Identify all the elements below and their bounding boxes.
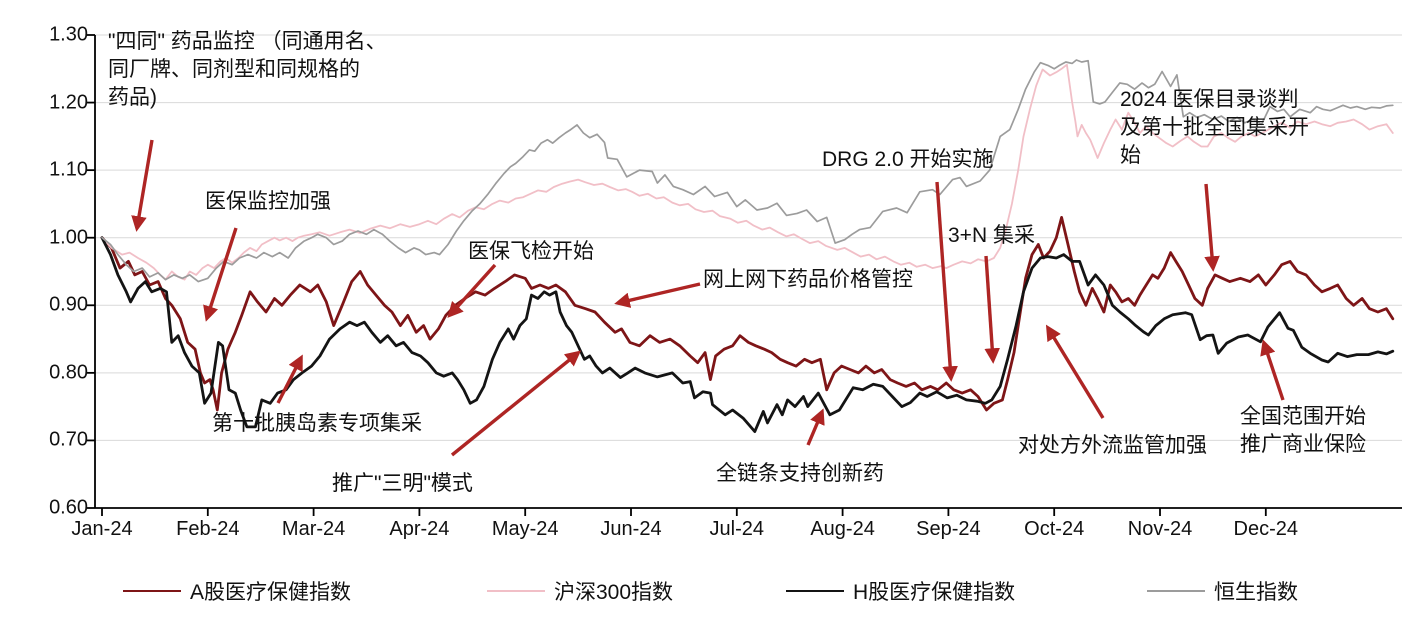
x-tick-label: Jul-24 <box>709 518 765 540</box>
x-tick-label: May-24 <box>491 518 559 540</box>
y-tick-label: 1.20 <box>49 91 88 114</box>
annotation-sanming: 推广"三明"模式 <box>332 472 473 495</box>
legend-label: H股医疗保健指数 <box>853 581 1016 604</box>
x-tick-label: Dec-24 <box>1233 518 1299 540</box>
y-tick-label: 0.70 <box>49 428 88 451</box>
annotation-chufang: 对处方外流监管加强 <box>1018 434 1207 457</box>
x-tick-label: Oct-24 <box>1024 518 1085 540</box>
y-tick-label: 0.60 <box>49 496 88 519</box>
annotation-quanliantiao: 全链条支持创新药 <box>716 462 884 485</box>
series-line-A股医疗保健指数 <box>100 215 1395 412</box>
annotation-wangshang: 网上网下药品价格管控 <box>703 268 913 291</box>
annotation-feijian: 医保飞检开始 <box>468 240 594 263</box>
x-tick-label: Nov-24 <box>1127 518 1193 540</box>
hang-seng-line-swatch <box>1147 590 1205 592</box>
y-tick-label: 1.10 <box>49 158 88 181</box>
annotation-arrow-sanming <box>450 350 582 457</box>
legend-label: 恒生指数 <box>1214 581 1298 604</box>
annotation-quanguo: 全国范围开始 推广商业保险 <box>1240 405 1366 456</box>
a-share-healthcare-line-swatch <box>123 589 181 593</box>
legend-item-hang-seng: 恒生指数 <box>1147 576 1298 606</box>
legend-label: A股医疗保健指数 <box>190 581 352 604</box>
annotation-sitong: "四同" 药品监控 （同通用名、 同厂牌、同剂型和同规格的 药品) <box>108 30 387 109</box>
annotation-arrow-quanguo <box>1260 339 1285 401</box>
legend-item-csi300: 沪深300指数 <box>487 576 673 606</box>
legend-item-a-share-healthcare: A股医疗保健指数 <box>123 576 351 606</box>
series-line-沪深300指数 <box>101 63 1394 281</box>
annotation-arrow-feijian <box>447 263 497 318</box>
x-tick-label: Apr-24 <box>389 518 450 540</box>
annotation-arrow-sanjiaN <box>984 255 1001 364</box>
annotation-arrow-drg <box>935 181 958 382</box>
x-tick-label: Jan-24 <box>71 518 133 540</box>
legend-label: 沪深300指数 <box>554 581 674 604</box>
annotation-sanjiaN: 3+N 集采 <box>948 224 1035 247</box>
annotation-arrow-y2024 <box>1204 183 1220 272</box>
y-tick-label: 1.30 <box>49 23 88 46</box>
annotation-yidaosu: 第十批胰岛素专项集采 <box>212 412 422 435</box>
annotation-arrow-sitong <box>131 139 154 232</box>
annotation-drg: DRG 2.0 开始实施 <box>822 148 994 171</box>
h-share-healthcare-line-swatch <box>786 589 844 593</box>
y-tick-label: 1.00 <box>49 226 88 249</box>
csi300-line-swatch <box>487 590 545 592</box>
x-tick-label: Jun-24 <box>600 518 662 540</box>
x-tick-label: Feb-24 <box>176 518 240 540</box>
annotation-jiankong: 医保监控加强 <box>205 190 331 213</box>
x-tick-label: Sep-24 <box>916 518 981 540</box>
annotation-arrow-chufang <box>1045 324 1105 419</box>
legend-item-h-share-healthcare: H股医疗保健指数 <box>786 576 1015 606</box>
y-tick-label: 0.80 <box>49 361 88 384</box>
annotation-arrow-jiankong <box>203 227 238 322</box>
annotation-arrow-yidaosu <box>276 354 303 404</box>
series-line-恒生指数 <box>101 59 1394 283</box>
annotation-y2024: 2024 医保目录谈判 及第十批全国集采开始 <box>1120 88 1309 167</box>
y-tick-label: 0.90 <box>49 293 88 316</box>
x-tick-label: Mar-24 <box>281 518 346 540</box>
annotation-arrow-wangshang <box>614 282 701 308</box>
annotation-arrow-quanliantiao <box>806 408 825 446</box>
x-tick-label: Aug-24 <box>810 518 875 540</box>
